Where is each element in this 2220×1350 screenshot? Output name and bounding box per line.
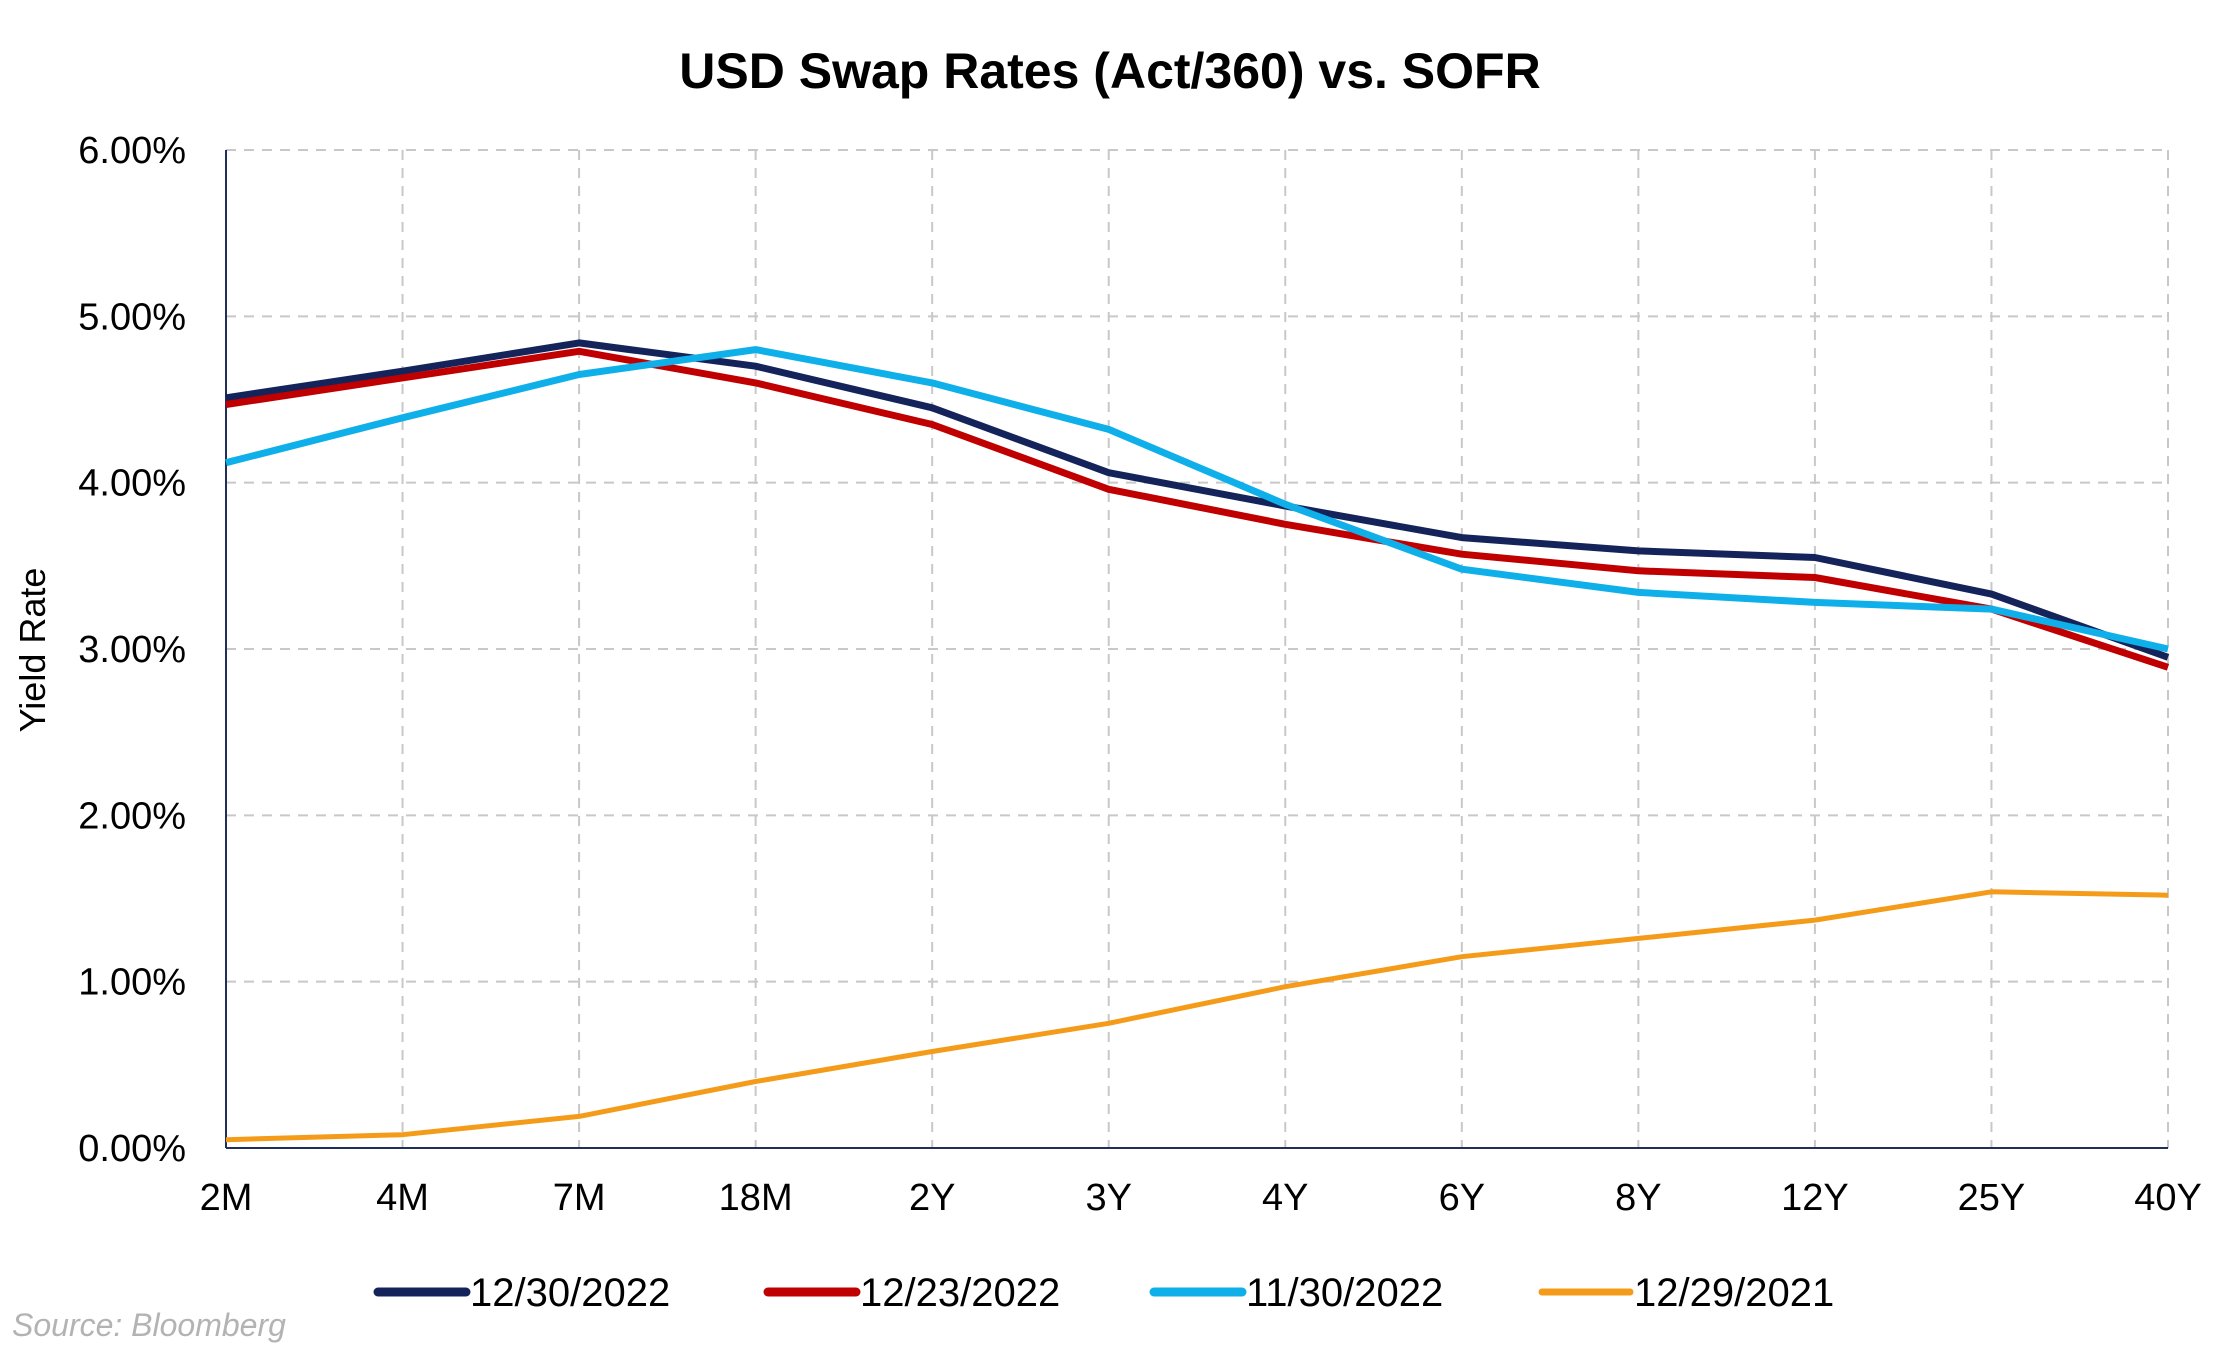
x-tick-label: 8Y: [1615, 1177, 1661, 1219]
axes: [225, 150, 2168, 1149]
x-tick-label: 40Y: [2134, 1177, 2202, 1219]
legend-label: 12/30/2022: [470, 1271, 670, 1315]
legend-label: 11/30/2022: [1246, 1271, 1443, 1315]
legend-item: 12/29/2021: [1538, 1271, 1834, 1315]
x-axis-ticks: 2M 4M 7M 18M 2Y 3Y 4Y 6Y 8Y 12Y 25Y 40Y: [200, 1177, 2202, 1219]
x-tick-label: 6Y: [1439, 1177, 1485, 1219]
chart-title: USD Swap Rates (Act/360) vs. SOFR: [679, 43, 1540, 99]
x-tick-label: 18M: [719, 1177, 793, 1219]
y-tick-label: 3.00%: [78, 629, 186, 671]
legend-label: 12/29/2021: [1634, 1271, 1834, 1315]
x-tick-label: 7M: [553, 1177, 606, 1219]
y-tick-label: 1.00%: [78, 962, 186, 1004]
x-tick-label: 25Y: [1958, 1177, 2026, 1219]
legend: 12/30/2022 12/23/2022 11/30/2022 12/29/2021: [373, 1271, 1834, 1315]
grid: [226, 149, 2169, 1148]
x-tick-label: 3Y: [1085, 1177, 1131, 1219]
legend-label: 12/23/2022: [860, 1271, 1060, 1315]
y-tick-label: 6.00%: [78, 130, 186, 172]
series-line-2: [225, 347, 2170, 671]
y-tick-label: 4.00%: [78, 463, 186, 505]
x-tick-label: 2M: [200, 1177, 253, 1219]
source-note: Source: Bloomberg: [12, 1307, 286, 1343]
legend-item: 12/30/2022: [373, 1271, 670, 1315]
series-line-1: [225, 339, 2170, 661]
y-axis-label: Yield Rate: [12, 568, 53, 733]
x-tick-label: 2Y: [909, 1177, 955, 1219]
x-tick-label: 12Y: [1781, 1177, 1849, 1219]
series-line-3: [225, 346, 2169, 653]
y-axis-ticks: 0.00% 1.00% 2.00% 3.00% 4.00% 5.00% 6.00%: [78, 130, 186, 1170]
legend-item: 11/30/2022: [1149, 1271, 1443, 1315]
series-line-4: [225, 889, 2169, 1143]
y-tick-label: 5.00%: [78, 296, 186, 338]
series-lines: [225, 339, 2170, 1143]
x-tick-label: 4M: [376, 1177, 429, 1219]
x-tick-label: 4Y: [1262, 1177, 1308, 1219]
legend-item: 12/23/2022: [763, 1271, 1060, 1315]
y-tick-label: 2.00%: [78, 795, 186, 837]
y-tick-label: 0.00%: [78, 1128, 186, 1170]
